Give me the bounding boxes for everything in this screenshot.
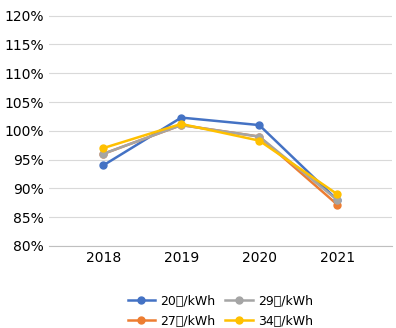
34円/kWh bbox=[335, 192, 340, 196]
29円/kWh bbox=[257, 134, 262, 138]
Line: 29円/kWh: 29円/kWh bbox=[100, 122, 341, 203]
Line: 27円/kWh: 27円/kWh bbox=[100, 122, 341, 208]
Line: 34円/kWh: 34円/kWh bbox=[100, 120, 341, 198]
34円/kWh bbox=[101, 146, 106, 150]
20円/kWh bbox=[179, 116, 184, 120]
34円/kWh bbox=[257, 139, 262, 143]
27円/kWh bbox=[335, 203, 340, 207]
27円/kWh bbox=[179, 123, 184, 127]
20円/kWh bbox=[101, 163, 106, 167]
20円/kWh bbox=[335, 198, 340, 202]
20円/kWh bbox=[257, 123, 262, 127]
Line: 20円/kWh: 20円/kWh bbox=[100, 114, 341, 203]
29円/kWh bbox=[101, 152, 106, 156]
29円/kWh bbox=[335, 198, 340, 202]
27円/kWh bbox=[101, 152, 106, 156]
Legend: 20円/kWh, 27円/kWh, 29円/kWh, 34円/kWh: 20円/kWh, 27円/kWh, 29円/kWh, 34円/kWh bbox=[122, 289, 319, 328]
29円/kWh bbox=[179, 123, 184, 127]
27円/kWh bbox=[257, 134, 262, 138]
34円/kWh bbox=[179, 122, 184, 126]
